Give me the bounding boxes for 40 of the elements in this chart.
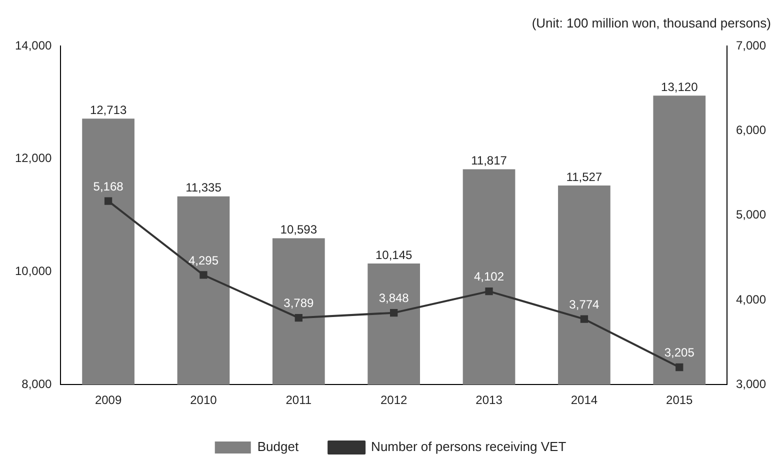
data-label: 3,789	[284, 296, 314, 310]
x-tick-label: 2015	[666, 393, 694, 408]
data-label: 4,295	[188, 253, 219, 268]
y2-tick-label: 4,000	[736, 292, 766, 306]
data-label: 11,335	[186, 180, 222, 195]
y-tick-label: 10,000	[15, 264, 52, 278]
point	[390, 308, 398, 317]
data-label: 4,102	[474, 270, 504, 284]
data-label: 11,817	[471, 154, 508, 168]
data-label: 10,145	[375, 248, 413, 262]
y-tick-label: 12,000	[15, 151, 52, 166]
legend-label: Number of persons receiving VET	[371, 439, 566, 454]
point	[485, 287, 493, 296]
x-tick-label: 2013	[476, 393, 503, 408]
data-label: 3,774	[569, 297, 600, 312]
data-label: 5,168	[93, 179, 124, 194]
point	[294, 314, 302, 322]
y2-tick-label: 5,000	[736, 208, 766, 222]
x-tick-label: 2012	[380, 393, 408, 408]
y-tick-label: 8,000	[22, 376, 52, 391]
data-label: 3,848	[378, 291, 410, 306]
text: (Unit: 100 million won, thousand persons)	[532, 16, 771, 31]
data-label: 3,205	[664, 346, 695, 360]
point	[200, 271, 208, 279]
legend-label: Budget	[257, 439, 299, 454]
x-tick-label: 2010	[190, 393, 218, 408]
y2-tick-label: 7,000	[736, 38, 766, 52]
data-label: 11,527	[566, 170, 602, 184]
data-label: 12,713	[90, 102, 127, 117]
x-tick-label: 2011	[286, 393, 312, 408]
point	[580, 315, 588, 323]
y2-tick-label: 6,000	[736, 122, 766, 137]
x-tick-label: 2014	[570, 393, 598, 408]
x-tick-label: 2009	[94, 393, 122, 408]
y2-tick-label: 3,000	[736, 376, 766, 391]
point	[676, 363, 684, 372]
data-label: 10,593	[280, 222, 318, 237]
data-label: 13,120	[661, 80, 698, 94]
point	[104, 197, 112, 205]
y-tick-label: 14,000	[15, 38, 52, 52]
